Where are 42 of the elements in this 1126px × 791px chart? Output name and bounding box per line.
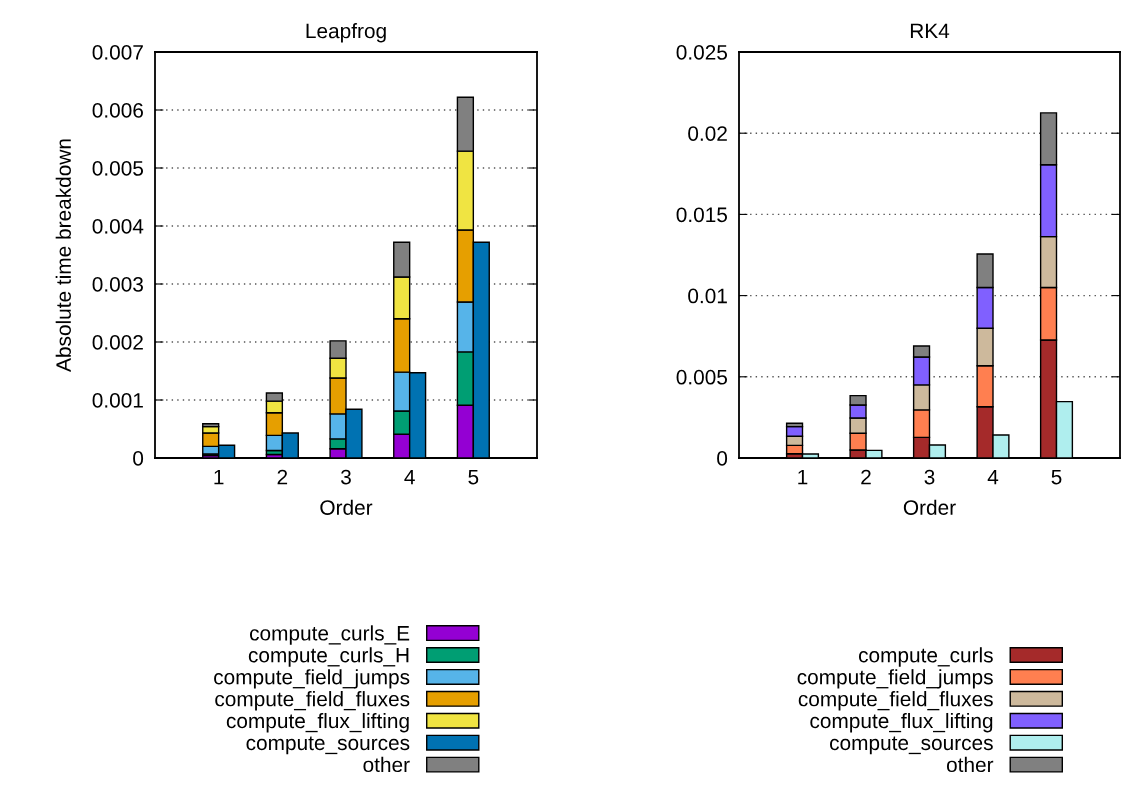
chart-title: RK4 <box>910 23 950 39</box>
y-tick-label: 0.002 <box>92 335 143 350</box>
legend-label: compute_sources <box>246 736 410 755</box>
y-tick-label: 0.005 <box>676 369 728 385</box>
y-tick-label: 0.01 <box>688 288 727 304</box>
x-tick-label: 2 <box>861 469 871 485</box>
y-tick-label: 0.015 <box>676 207 728 223</box>
legend-label: compute_curls_E <box>249 625 410 645</box>
y-tick-label: 0 <box>717 451 728 466</box>
y-axis-title: Absolute time breakdown <box>55 139 71 372</box>
y-tick-label: 0.006 <box>92 103 143 118</box>
legend-label: compute_curls <box>858 647 993 667</box>
x-tick-label: 1 <box>798 469 808 485</box>
x-tick-label: 3 <box>341 469 351 485</box>
y-tick-label: 0.007 <box>92 45 143 60</box>
legend-label: other <box>363 756 410 773</box>
y-tick-label: 0.02 <box>688 126 727 141</box>
y-tick-label: 0.004 <box>92 219 144 234</box>
y-tick-label: 0.001 <box>92 393 143 408</box>
x-tick-label: 4 <box>987 469 999 485</box>
legend-label: compute_field_jumps <box>797 669 993 689</box>
y-tick-label: 0.025 <box>676 45 728 60</box>
y-tick-label: 0.005 <box>92 161 144 176</box>
x-axis-title: Order <box>320 499 373 515</box>
x-tick-label: 5 <box>1051 469 1062 485</box>
legend-label: compute_field_fluxes <box>215 691 410 711</box>
x-tick-label: 4 <box>404 469 415 485</box>
x-tick-label: 5 <box>468 469 479 485</box>
legend-label: compute_field_jumps <box>214 669 410 689</box>
x-tick-label: 3 <box>924 469 935 485</box>
legend-label: compute_sources <box>830 736 993 755</box>
y-tick-label: 0.003 <box>92 277 143 292</box>
x-axis-title: Order <box>903 499 956 515</box>
legend-label: other <box>946 756 994 773</box>
x-tick-label: 2 <box>277 469 288 485</box>
y-tick-label: 0 <box>133 451 144 466</box>
legend-label: compute_flux_lifting <box>226 712 409 733</box>
legend-label: compute_curls_H <box>248 647 409 667</box>
legend-label: compute_flux_lifting <box>810 712 993 733</box>
x-tick-label: 1 <box>214 469 224 485</box>
chart-title: Leapfrog <box>306 23 386 43</box>
legend-label: compute_field_fluxes <box>798 691 993 711</box>
